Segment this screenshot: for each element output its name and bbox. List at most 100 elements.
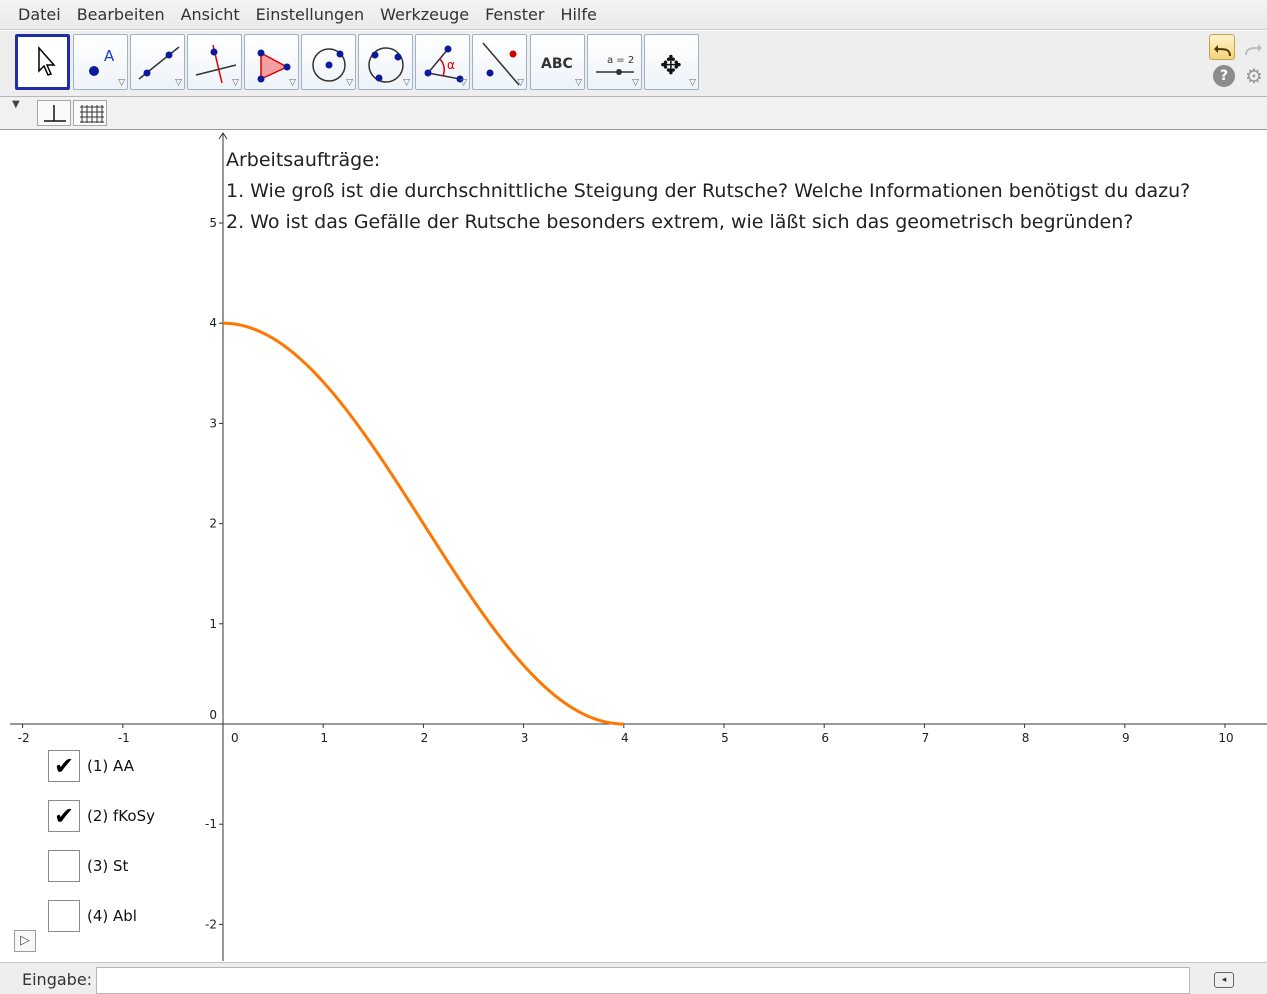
axis-tick-labels: -2 -1 0 1 2 3 4 5 6 7 8 9 10 -2 -1 0 1 2 3 4 5 [18, 216, 1234, 931]
angle-tool-button[interactable]: α ▽ [415, 34, 470, 90]
reflect-tool-button[interactable]: ▽ [472, 34, 527, 90]
y-tick-label: 4 [209, 316, 217, 330]
circle-center-point-icon [312, 48, 346, 82]
style-bar: ▼ [0, 97, 1267, 130]
x-tick-label: 9 [1122, 731, 1130, 745]
angle-icon: α [424, 45, 464, 83]
checkbox-box[interactable] [48, 850, 80, 882]
line-tool-button[interactable]: ▽ [130, 34, 185, 90]
svg-text:α: α [447, 58, 455, 72]
x-tick-label: 5 [721, 731, 729, 745]
undo-button[interactable] [1209, 34, 1235, 60]
text-icon: ABC [541, 56, 573, 72]
check-icon: ✔ [53, 802, 75, 830]
redo-button[interactable] [1240, 34, 1266, 60]
menu-ansicht[interactable]: Ansicht [180, 4, 240, 24]
graphics-view[interactable]: -2 -1 0 1 2 3 4 5 6 7 8 9 10 -2 -1 0 1 2 3 4 5 Arbeitsaufträ… [0, 131, 1267, 961]
keyboard-toggle-icon[interactable]: ◂ [1214, 972, 1234, 988]
x-tick-label: 3 [521, 731, 529, 745]
move-view-tool-button[interactable]: ✥ ▽ [644, 34, 699, 90]
x-tick-label: 1 [320, 731, 328, 745]
polygon-tool-button[interactable]: ▽ [244, 34, 299, 90]
menu-bar: Datei Bearbeiten Ansicht Einstellungen W… [0, 0, 1267, 30]
line-through-points-icon [138, 46, 180, 80]
svg-text:✥: ✥ [660, 51, 682, 81]
menu-einstellungen[interactable]: Einstellungen [255, 4, 365, 24]
help-icon[interactable]: ? [1213, 65, 1235, 87]
check-icon: ✔ [53, 752, 75, 780]
task-item-1: 1. Wie groß ist die durchschnittliche St… [226, 180, 1191, 202]
checkbox-box[interactable]: ✔ [48, 800, 80, 832]
checkbox-abl[interactable]: (4) Abl [48, 900, 137, 932]
task-heading: Arbeitsaufträge: [226, 149, 381, 171]
task-item-2: 2. Wo ist das Gefälle der Rutsche besond… [226, 211, 1134, 233]
x-tick-label: -2 [18, 731, 30, 745]
menu-fenster[interactable]: Fenster [485, 4, 545, 24]
menu-werkzeuge[interactable]: Werkzeuge [380, 4, 470, 24]
show-grid-toggle[interactable] [73, 100, 107, 126]
checkbox-label: (4) Abl [87, 907, 137, 925]
svg-text:a = 2: a = 2 [607, 55, 634, 66]
input-bar: Eingabe: ◂ [0, 962, 1267, 994]
x-tick-label: 6 [821, 731, 829, 745]
point-icon: A [89, 47, 115, 76]
redo-icon [1245, 44, 1262, 56]
x-tick-label: 10 [1218, 731, 1233, 745]
menu-hilfe[interactable]: Hilfe [560, 4, 597, 24]
checkbox-st[interactable]: (3) St [48, 850, 128, 882]
slider-tool-button[interactable]: a = 2 ▽ [587, 34, 642, 90]
y-tick-label: 3 [209, 416, 217, 430]
toolbar: A ▽ ▽ ▽ ▽ ▽ ▽ [0, 31, 1267, 97]
coordinate-system: -2 -1 0 1 2 3 4 5 6 7 8 9 10 -2 -1 0 1 2 3 4 5 [10, 132, 1267, 961]
arrow-pointer-icon [38, 46, 56, 76]
task-text[interactable]: Arbeitsaufträge: 1. Wie groß ist die dur… [226, 145, 1266, 238]
grid-icon [80, 105, 104, 123]
checkbox-box[interactable] [48, 900, 80, 932]
checkbox-aa[interactable]: ✔ (1) AA [48, 750, 134, 782]
checkbox-label: (2) fKoSy [87, 807, 155, 825]
slide-curve[interactable] [222, 321, 624, 726]
algebra-input-field[interactable] [96, 967, 1190, 994]
x-tick-label: -1 [118, 731, 130, 745]
stylebar-collapse-icon[interactable]: ▼ [12, 99, 20, 110]
menu-datei[interactable]: Datei [18, 4, 61, 24]
perpendicular-tool-button[interactable]: ▽ [187, 34, 242, 90]
circle-through-points-icon [368, 47, 404, 83]
input-label: Eingabe: [22, 970, 93, 989]
checkbox-box[interactable]: ✔ [48, 750, 80, 782]
checkbox-label: (3) St [87, 857, 129, 875]
svg-text:ABC: ABC [541, 56, 573, 72]
gear-icon[interactable]: ⚙ [1245, 64, 1263, 88]
y-tick-label: 2 [209, 517, 217, 531]
perpendicular-line-icon [195, 44, 237, 84]
y-axis-arrow [218, 132, 228, 140]
text-tool-button[interactable]: ABC ▽ [530, 34, 585, 90]
svg-text:A: A [104, 47, 115, 65]
polygon-icon [257, 49, 291, 83]
x-tick-label: 8 [1022, 731, 1030, 745]
y-tick-label: 5 [209, 216, 217, 230]
x-tick-label: 7 [922, 731, 930, 745]
point-tool-button[interactable]: A ▽ [73, 34, 128, 90]
move-tool-button[interactable] [15, 34, 70, 90]
play-animation-icon[interactable]: ▷ [14, 930, 36, 952]
show-axes-toggle[interactable] [37, 100, 71, 126]
x-tick-label: 4 [621, 731, 629, 745]
axis-ticks [22, 222, 1226, 925]
circle-tool-button[interactable]: ▽ [301, 34, 356, 90]
y-tick-label: -2 [205, 917, 217, 931]
axes-icon [44, 105, 66, 122]
y-tick-label: -1 [205, 817, 217, 831]
slider-icon: a = 2 [596, 55, 634, 75]
checkbox-label: (1) AA [87, 757, 134, 775]
y-tick-label: 0 [209, 708, 217, 722]
move-graphics-view-icon: ✥ [660, 51, 682, 81]
y-tick-label: 1 [209, 617, 217, 631]
reflect-about-line-icon [482, 42, 520, 86]
undo-icon [1214, 45, 1231, 57]
circle-3points-tool-button[interactable]: ▽ [358, 34, 413, 90]
x-tick-label: 2 [421, 731, 429, 745]
x-tick-label: 0 [231, 731, 239, 745]
checkbox-fkosy[interactable]: ✔ (2) fKoSy [48, 800, 155, 832]
menu-bearbeiten[interactable]: Bearbeiten [76, 4, 165, 24]
